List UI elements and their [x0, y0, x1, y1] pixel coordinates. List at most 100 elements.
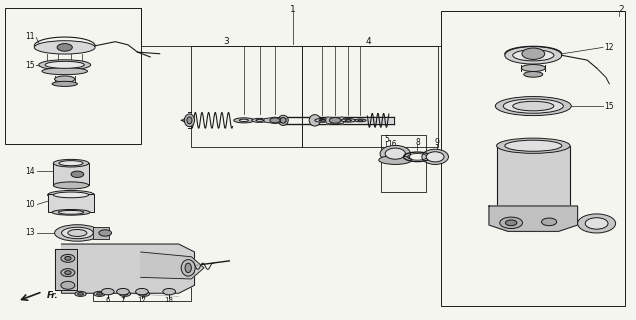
- Ellipse shape: [355, 119, 366, 122]
- Text: 16: 16: [387, 140, 397, 148]
- Circle shape: [99, 230, 111, 236]
- Bar: [93, 227, 109, 239]
- Circle shape: [577, 214, 616, 233]
- Ellipse shape: [61, 281, 75, 289]
- Ellipse shape: [75, 291, 86, 296]
- Ellipse shape: [62, 227, 93, 239]
- Ellipse shape: [78, 292, 83, 295]
- Ellipse shape: [495, 97, 571, 116]
- Ellipse shape: [184, 114, 195, 127]
- Text: 2: 2: [618, 5, 623, 14]
- Ellipse shape: [141, 292, 147, 295]
- Text: 9: 9: [434, 138, 439, 147]
- Ellipse shape: [426, 152, 444, 162]
- Text: 10: 10: [25, 200, 35, 209]
- Ellipse shape: [94, 291, 105, 296]
- Ellipse shape: [53, 159, 89, 167]
- Text: 17: 17: [137, 297, 146, 303]
- Polygon shape: [141, 252, 204, 279]
- Circle shape: [506, 220, 517, 226]
- Polygon shape: [264, 117, 286, 124]
- Ellipse shape: [59, 211, 84, 214]
- Ellipse shape: [65, 271, 71, 275]
- Ellipse shape: [59, 161, 83, 166]
- Text: 13: 13: [25, 228, 35, 237]
- Ellipse shape: [342, 119, 356, 122]
- Ellipse shape: [48, 190, 95, 199]
- Polygon shape: [62, 244, 195, 293]
- Ellipse shape: [309, 115, 321, 126]
- Circle shape: [270, 118, 280, 123]
- Text: 15: 15: [25, 61, 35, 70]
- Text: 12: 12: [604, 43, 614, 52]
- Ellipse shape: [61, 269, 75, 276]
- Ellipse shape: [358, 120, 363, 121]
- Ellipse shape: [256, 119, 263, 121]
- Text: 15: 15: [604, 101, 614, 111]
- Text: 9: 9: [604, 220, 609, 229]
- Bar: [191, 46, 302, 147]
- Bar: [315, 117, 394, 124]
- Ellipse shape: [39, 60, 91, 70]
- Text: 7: 7: [121, 297, 125, 303]
- Bar: [93, 269, 191, 301]
- Ellipse shape: [513, 50, 554, 61]
- Circle shape: [329, 117, 341, 123]
- Ellipse shape: [138, 291, 149, 296]
- Ellipse shape: [52, 81, 78, 86]
- Text: Fr.: Fr.: [47, 291, 59, 300]
- Polygon shape: [319, 117, 351, 124]
- Bar: [53, 163, 89, 185]
- Polygon shape: [55, 249, 78, 290]
- Ellipse shape: [68, 229, 87, 236]
- Ellipse shape: [503, 99, 563, 113]
- Ellipse shape: [280, 117, 286, 123]
- Text: 3: 3: [223, 36, 229, 45]
- Ellipse shape: [53, 192, 89, 198]
- Ellipse shape: [315, 118, 330, 122]
- Text: 14: 14: [25, 167, 35, 176]
- Ellipse shape: [497, 138, 570, 153]
- Circle shape: [500, 217, 523, 228]
- Circle shape: [541, 218, 556, 226]
- Ellipse shape: [345, 120, 352, 121]
- Ellipse shape: [524, 71, 543, 77]
- Circle shape: [135, 288, 148, 295]
- Ellipse shape: [122, 292, 128, 295]
- Ellipse shape: [252, 118, 268, 122]
- Ellipse shape: [513, 101, 554, 111]
- Bar: [497, 146, 570, 206]
- Ellipse shape: [422, 149, 448, 164]
- Ellipse shape: [42, 68, 88, 75]
- Bar: [441, 11, 625, 306]
- Circle shape: [522, 48, 544, 60]
- Ellipse shape: [53, 182, 89, 189]
- Ellipse shape: [239, 119, 249, 122]
- Ellipse shape: [319, 120, 326, 121]
- Ellipse shape: [505, 140, 562, 151]
- Circle shape: [101, 288, 114, 295]
- Ellipse shape: [181, 260, 195, 276]
- Ellipse shape: [522, 65, 545, 71]
- Ellipse shape: [97, 292, 102, 295]
- Text: 11: 11: [25, 32, 35, 41]
- Polygon shape: [489, 206, 577, 231]
- Circle shape: [585, 218, 608, 229]
- Bar: [4, 8, 141, 144]
- Ellipse shape: [55, 225, 100, 241]
- Text: 18: 18: [165, 297, 174, 303]
- Ellipse shape: [55, 76, 75, 82]
- Ellipse shape: [52, 210, 90, 215]
- Ellipse shape: [119, 291, 130, 296]
- Ellipse shape: [380, 145, 410, 162]
- Bar: [382, 135, 425, 192]
- Bar: [48, 194, 95, 212]
- Bar: [302, 46, 438, 147]
- Text: 5: 5: [384, 135, 389, 144]
- Text: 6: 6: [106, 297, 110, 303]
- Text: 8: 8: [415, 138, 420, 147]
- Ellipse shape: [61, 254, 75, 262]
- Ellipse shape: [185, 263, 191, 273]
- Circle shape: [71, 171, 84, 178]
- Text: 1: 1: [290, 5, 296, 14]
